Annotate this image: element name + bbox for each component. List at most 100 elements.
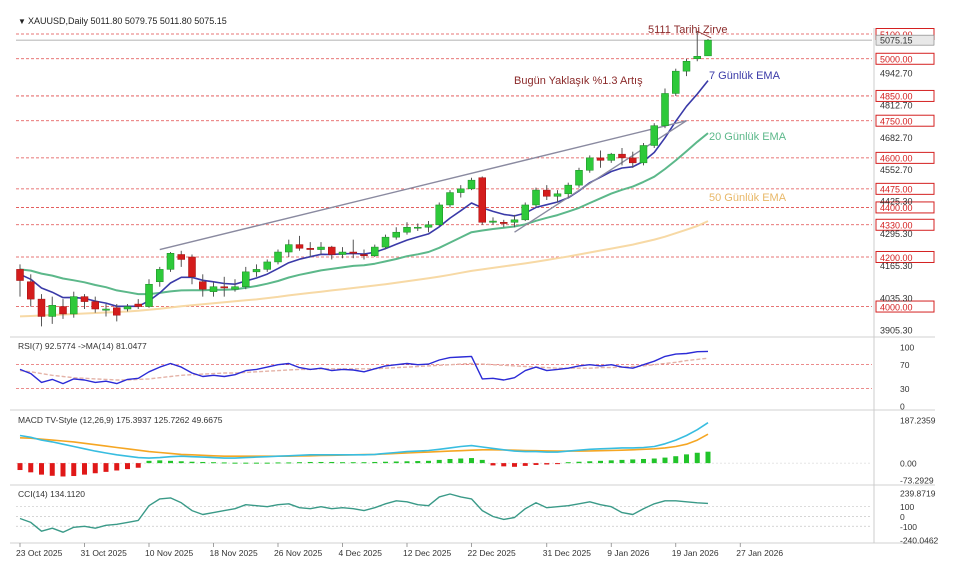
- macd-histogram-bar: [28, 463, 34, 473]
- candle-body: [59, 306, 67, 315]
- rsi-level-label: 100: [900, 343, 914, 353]
- ema7-label: 7 Günlük EMA: [709, 70, 781, 82]
- macd-histogram-bar: [92, 463, 98, 474]
- candle-body: [242, 271, 250, 287]
- macd-histogram-bar: [587, 461, 593, 464]
- candle-body: [682, 61, 691, 72]
- rsi-title: RSI(7) 92.5774 ->MA(14) 81.0477: [18, 341, 147, 351]
- candle-body: [91, 301, 99, 310]
- rsi-line: [19, 350, 709, 385]
- level-tag: [875, 300, 935, 313]
- macd-histogram-bar: [49, 463, 55, 476]
- price-tick-label: 4682.70: [880, 133, 913, 143]
- level-label: 4850.00: [880, 92, 913, 102]
- x-axis-label: 31 Oct 2025: [81, 548, 128, 558]
- macd-histogram-bar: [684, 454, 689, 464]
- candle-body: [672, 70, 680, 94]
- trendline: [159, 120, 687, 251]
- dropdown-arrow-icon: ▼: [18, 17, 26, 26]
- candle-body: [457, 188, 465, 193]
- rsi-ma-line: [19, 357, 709, 381]
- macd-histogram-bar: [286, 462, 292, 464]
- x-axis-label: 26 Nov 2025: [274, 548, 322, 558]
- macd-histogram-bar: [544, 463, 550, 465]
- candle-body: [317, 246, 325, 250]
- macd-histogram-bar: [307, 461, 313, 464]
- candle-body: [381, 236, 390, 248]
- x-axis-label: 22 Dec 2025: [468, 548, 516, 558]
- candle-body: [16, 269, 24, 281]
- candle-body: [371, 246, 379, 256]
- candle-body: [338, 251, 347, 255]
- macd-histogram-bar: [415, 461, 421, 464]
- x-axis-label: 19 Jan 2026: [672, 548, 719, 558]
- current-price-label: 5075.15: [880, 36, 913, 46]
- candle-body: [564, 184, 572, 195]
- ema50-line: [19, 220, 709, 318]
- current-price-tag: [875, 34, 935, 46]
- candle-body: [48, 305, 56, 317]
- macd-histogram-bar: [705, 451, 711, 464]
- candle-body: [285, 244, 293, 253]
- macd-histogram-bar: [501, 463, 507, 467]
- candle-body: [639, 145, 648, 164]
- level-tag: [875, 114, 935, 127]
- level-tag: [875, 182, 935, 195]
- candle-body: [446, 192, 454, 206]
- level-tag: [875, 218, 935, 231]
- macd-histogram-bar: [512, 463, 517, 467]
- macd-histogram-bar: [447, 458, 453, 464]
- candle-body: [274, 251, 282, 263]
- candle-body: [650, 125, 658, 146]
- candle-body: [467, 179, 476, 190]
- candle-body: [123, 306, 132, 310]
- level-tag: [875, 52, 935, 65]
- macd-histogram-bar: [404, 461, 410, 464]
- macd-histogram-bar: [426, 460, 431, 464]
- cci-title: CCI(14) 134.1120: [18, 489, 85, 499]
- candle-body: [661, 93, 669, 126]
- price-tick-label: 4552.70: [880, 165, 913, 175]
- candle-body: [543, 189, 551, 197]
- daily-gain-annotation: Bugün Yaklaşık %1.3 Artış: [514, 75, 643, 87]
- x-axis-label: 9 Jan 2026: [607, 548, 649, 558]
- cci-level-label: 239.8719: [900, 489, 936, 499]
- cci-line: [19, 493, 709, 533]
- price-tick-label: 4295.30: [880, 229, 913, 239]
- macd-histogram-bar: [17, 463, 23, 471]
- macd-line: [19, 422, 709, 459]
- macd-histogram-bar: [60, 463, 66, 477]
- candle-body: [704, 39, 712, 57]
- level-label: 5100.00: [880, 30, 913, 40]
- level-label: 4750.00: [880, 117, 913, 127]
- macd-histogram-bar: [662, 457, 668, 464]
- macd-histogram-bar: [361, 462, 367, 464]
- candle-body: [596, 157, 605, 161]
- macd-histogram-bar: [200, 461, 206, 464]
- macd-histogram-bar: [350, 462, 356, 464]
- macd-histogram-bar: [189, 461, 195, 464]
- candle-body: [478, 177, 486, 223]
- macd-histogram-bar: [254, 462, 259, 464]
- level-tag: [875, 250, 935, 263]
- candle-body: [209, 286, 218, 292]
- x-axis-label: 23 Oct 2025: [16, 548, 63, 558]
- x-axis-label: 31 Dec 2025: [543, 548, 591, 558]
- macd-histogram-bar: [576, 461, 582, 464]
- price-tick-label: 3905.30: [880, 326, 913, 336]
- macd-histogram-bar: [533, 463, 539, 465]
- candle-body: [188, 256, 196, 278]
- peak-pointer: [697, 30, 712, 39]
- macd-histogram-bar: [598, 460, 603, 464]
- candle-body: [521, 204, 529, 221]
- candle-body: [134, 303, 142, 307]
- candle-body: [199, 281, 207, 290]
- candle-body: [27, 281, 35, 300]
- macd-histogram-bar: [157, 460, 163, 464]
- macd-histogram-bar: [555, 463, 560, 465]
- candle-body: [252, 269, 261, 273]
- ema20-label: 20 Günlük EMA: [709, 131, 787, 143]
- candle-body: [328, 246, 336, 255]
- level-label: 4000.00: [880, 302, 913, 312]
